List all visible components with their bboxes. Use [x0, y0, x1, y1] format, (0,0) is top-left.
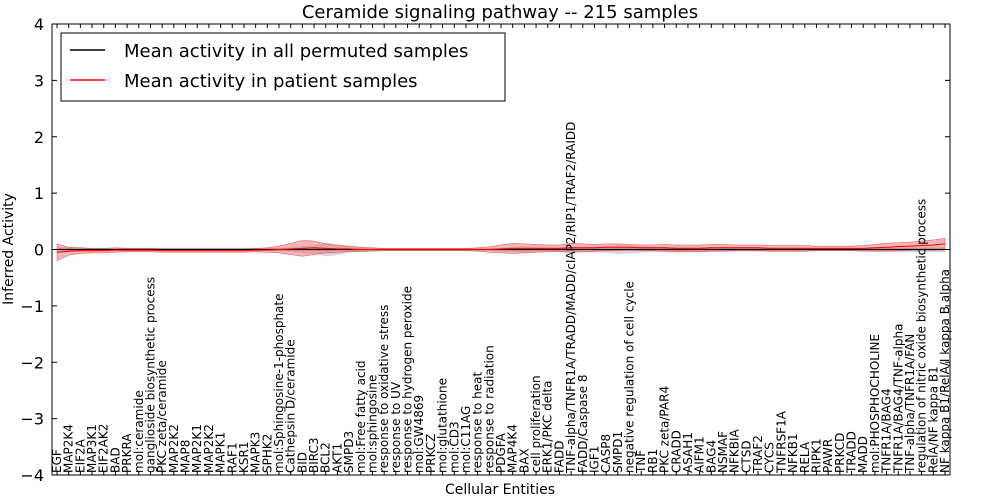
x-tick-label: regulation of nitric oxide biosynthetic … [915, 199, 929, 473]
x-tick-label: TNFR1A/BAG4/TNF-alpha [891, 324, 905, 474]
chart-title: Ceramide signaling pathway -- 215 sample… [302, 2, 698, 23]
x-tick-label: mol:C11AG [459, 406, 473, 473]
y-tick-label: 0 [34, 241, 44, 260]
series-lines [56, 243, 946, 253]
x-tick-label: mol:sphingosine [365, 375, 379, 473]
x-tick-label: RIPK1 [809, 438, 823, 473]
x-tick-label: PRKCD [833, 433, 847, 473]
x-tick-label: NFKBIA [728, 428, 742, 473]
line-patient [56, 243, 946, 253]
x-tick-label: PAWR [821, 439, 835, 473]
x-tick-label: mol:ceramide [132, 390, 146, 473]
x-tick-label: RelA/NF kappa B1 [926, 366, 940, 473]
x-tick-label: PRKCZ [424, 434, 438, 473]
y-tick-label: 2 [34, 128, 44, 147]
x-tick-label: response to heat [471, 371, 485, 473]
y-tick-label: −3 [20, 410, 44, 429]
x-tick-label: PRKRA [120, 433, 134, 473]
x-tick-label: EIF2A [73, 438, 87, 473]
x-tick-label: FADD [552, 441, 566, 474]
x-tick-label: MAP2K2 [202, 424, 216, 473]
x-tick-label: BID [295, 452, 309, 473]
x-tick-label: MADD [856, 436, 870, 473]
y-axis: −4 −3 −2 −1 0 1 2 3 4 [20, 15, 950, 485]
x-tick-label: SPHK2 [260, 434, 274, 473]
x-tick-label: RB1 [646, 449, 660, 473]
x-tick-label: TNF [634, 450, 648, 474]
x-axis: EGFMAP2K4EIF2AMAP3K1EIF2AK2BADPRKRAmol:c… [50, 24, 952, 475]
x-tick-label: mol:GW4869 [412, 395, 426, 473]
x-tick-label: MAP2K2 [167, 424, 181, 473]
x-tick-label: TRADD [845, 431, 859, 474]
x-axis-label: Cellular Entities [445, 482, 555, 498]
x-tick-label: ASAH1 [681, 432, 695, 473]
x-tick-label: MAP2K4 [62, 424, 76, 473]
x-tick-label: CTSD [739, 440, 753, 473]
x-tick-label: mol:CD3 [447, 421, 461, 473]
x-tick-label: TNF-alpha/TNFR1A/FAN [903, 334, 917, 474]
x-tick-label: response to hydrogen peroxide [401, 286, 415, 473]
y-tick-label: 4 [34, 15, 44, 34]
x-tick-label: CRADD [669, 430, 683, 473]
y-tick-label: −1 [20, 297, 44, 316]
x-tick-label: SMPD3 [342, 431, 356, 473]
x-tick-label: BIRC3 [307, 437, 321, 473]
legend-box [60, 32, 506, 102]
x-tick-label: TRAF2 [751, 435, 765, 474]
y-tick-label: −2 [20, 353, 44, 372]
x-tick-label: response to oxidative stress [377, 305, 391, 473]
x-tick-label: PDGFA [494, 432, 508, 473]
x-tick-label: EGF [50, 449, 64, 473]
x-tick-label: negative regulation of cell cycle [623, 281, 637, 473]
x-tick-label: BAX [517, 448, 531, 473]
x-tick-label: NF kappa B1/RelA/I kappa B alpha [938, 269, 952, 473]
x-tick-label: mol:glutathione [436, 378, 450, 473]
x-tick-label: CASP8 [599, 434, 613, 473]
x-tick-label: PKC zeta/PAR4 [658, 386, 672, 473]
x-tick-label: ganglioside biosynthetic process [143, 277, 157, 473]
x-tick-label: KSR1 [237, 442, 251, 473]
x-tick-label: TNF-alpha/TNFR1A/TRADD/MADD/cIAP2/RIP1/T… [564, 122, 578, 474]
y-tick-label: 3 [34, 71, 44, 90]
x-tick-label: NSMAF [716, 431, 730, 473]
x-tick-label: mol:Free fatty acid [354, 361, 368, 474]
x-tick-label: ERK1/PKC delta [541, 380, 555, 473]
x-tick-label: mol:Sphingosine-1-phosphate [272, 294, 286, 474]
x-tick-label: BCL2 [319, 442, 333, 473]
x-tick-label: AIFM1 [693, 436, 707, 473]
x-tick-label: MAP2K1 [190, 424, 204, 473]
x-tick-label: SMPD1 [611, 431, 625, 473]
x-tick-label: TNFRSF1A [774, 410, 788, 474]
y-tick-label: 1 [34, 184, 44, 203]
x-tick-label: cell proliferation [529, 375, 543, 473]
x-tick-label: AKT1 [330, 443, 344, 473]
x-tick-label: NFKB1 [786, 433, 800, 473]
x-tick-label: Cathepsin D/ceramide [284, 339, 298, 473]
x-tick-label: response to radiation [482, 345, 496, 473]
x-tick-label: IGF1 [587, 446, 601, 473]
x-tick-label: RAF1 [225, 442, 239, 473]
x-tick-label: RELA [798, 441, 812, 473]
x-tick-label: BAD [108, 447, 122, 473]
x-tick-label: MAP8 [179, 440, 193, 473]
x-tick-label: MAPK1 [214, 432, 228, 473]
x-tick-label: MAP4K4 [506, 424, 520, 473]
x-tick-label: MAPK3 [249, 432, 263, 473]
x-tick-label: mol:PHOSPHOCHOLINE [868, 334, 882, 473]
legend: Mean activity in all permuted samples Me… [60, 32, 506, 102]
y-tick-label: −4 [20, 466, 44, 485]
x-tick-label: PKC zeta/ceramide [155, 360, 169, 473]
legend-entry-permuted: Mean activity in all permuted samples [124, 41, 468, 62]
x-tick-label: BAG4 [704, 440, 718, 473]
x-tick-label: FADD/Caspase 8 [576, 374, 590, 473]
x-tick-label: CYCS [763, 442, 777, 473]
x-tick-label: MAP3K1 [85, 424, 99, 473]
x-tick-label: TNFR1A/BAG4 [880, 388, 894, 474]
x-tick-label: response to UV [389, 381, 403, 473]
y-axis-label: Inferred Activity [1, 193, 17, 305]
x-tick-label: EIF2AK2 [97, 424, 111, 473]
legend-entry-patient: Mean activity in patient samples [124, 71, 418, 92]
